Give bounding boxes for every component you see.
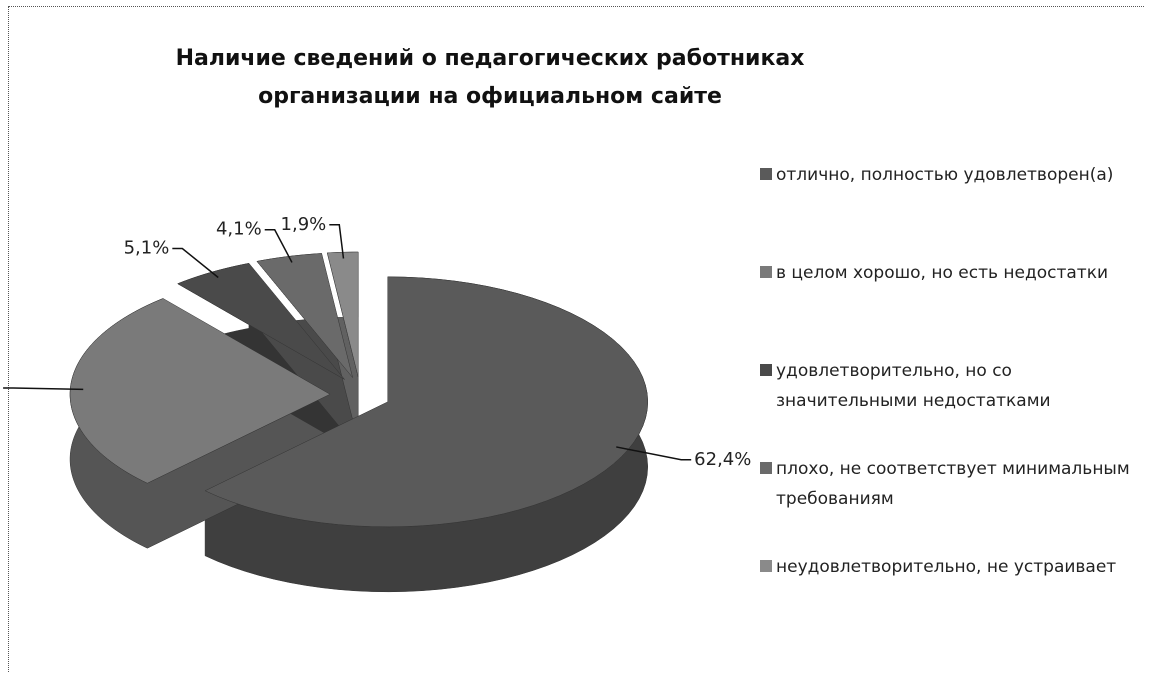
legend-label: в целом хорошо, но есть недостатки bbox=[776, 263, 1109, 283]
legend-swatch bbox=[760, 560, 772, 572]
legend-label: удовлетворительно, но со значительными н… bbox=[776, 361, 1051, 411]
leader-line bbox=[264, 228, 293, 263]
leader-line bbox=[172, 247, 219, 279]
chart-frame bbox=[8, 6, 1144, 672]
legend-item: плохо, не соответствует минимальным треб… bbox=[760, 454, 1145, 552]
chart-title: Наличие сведений о педагогических работн… bbox=[175, 46, 805, 109]
legend-label: плохо, не соответствует минимальным треб… bbox=[776, 459, 1130, 509]
leader-line bbox=[329, 224, 345, 259]
legend-item: в целом хорошо, но есть недостатки bbox=[760, 258, 1145, 356]
legend-swatch bbox=[760, 364, 772, 376]
legend-label: неудовлетворительно, не устраивает bbox=[776, 557, 1117, 577]
legend: отлично, полностью удовлетворен(а) в цело… bbox=[760, 160, 1145, 650]
legend-label: отлично, полностью удовлетворен(а) bbox=[776, 165, 1114, 185]
data-label: 5,1% bbox=[124, 238, 170, 259]
leader-line bbox=[616, 446, 692, 461]
leader-line bbox=[3, 387, 84, 391]
data-label: 1,9% bbox=[281, 214, 327, 235]
legend-swatch bbox=[760, 462, 772, 474]
legend-item: удовлетворительно, но со значительными н… bbox=[760, 356, 1145, 454]
legend-swatch bbox=[760, 168, 772, 180]
data-label: 4,1% bbox=[216, 219, 262, 240]
legend-item: неудовлетворительно, не устраивает bbox=[760, 552, 1145, 650]
data-label: 62,4% bbox=[694, 449, 751, 470]
legend-item: отлично, полностью удовлетворен(а) bbox=[760, 160, 1145, 258]
legend-swatch bbox=[760, 266, 772, 278]
